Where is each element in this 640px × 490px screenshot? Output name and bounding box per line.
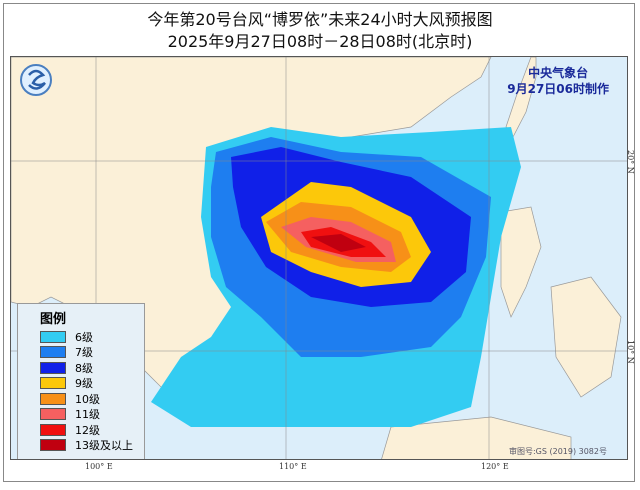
legend-item: 7级 [40,345,144,361]
legend-item: 9级 [40,376,144,392]
lon-tick-100: 100° E [85,462,113,471]
legend-label: 13级及以上 [75,439,133,453]
legend-label: 7级 [75,346,93,360]
agency-label: 中央气象台 9月27日06时制作 [507,65,609,97]
map-subtitle: 2025年9月27日08时－28日08时(北京时) [167,32,473,51]
wind-forecast-map: 中央气象台 9月27日06时制作 图例 6级 7级 8级 9级 10级 11级 12级 13级… [10,56,628,460]
issue-time: 9月27日06时制作 [507,82,609,96]
legend-label: 6级 [75,330,93,344]
legend-label: 12级 [75,423,100,437]
legend-swatch [40,439,66,452]
legend-item: 10级 [40,391,144,407]
map-graphics [11,57,627,459]
agency-name: 中央气象台 [528,66,589,80]
wind-zones [151,127,521,427]
legend-swatch [40,408,66,421]
legend-swatch [40,392,66,405]
cma-logo [19,63,53,97]
legend-label: 8级 [75,361,93,375]
legend-label: 11级 [75,408,100,422]
map-title: 今年第20号台风“博罗依”未来24小时大风预报图 [147,10,493,29]
legend-swatch [40,361,66,374]
legend-label: 9级 [75,377,93,391]
legend-title: 图例 [40,312,67,327]
zone-13 [311,234,366,252]
legend-item: 8级 [40,360,144,376]
legend-swatch [40,346,66,359]
lat-tick-20: 20° N [626,150,635,174]
lon-tick-120: 120° E [481,462,509,471]
legend-item: 12级 [40,422,144,438]
legend-swatch [40,330,66,343]
legend-swatch [40,423,66,436]
figure-frame [3,3,635,482]
legend-swatch [40,377,66,390]
legend-label: 10级 [75,392,100,406]
legend-item: 6级 [40,329,144,345]
legend-item: 13级及以上 [40,438,144,454]
legend-item: 11级 [40,407,144,423]
lat-tick-10: 10° N [626,340,635,364]
map-approval-number: 审图号:GS (2019) 3082号 [508,447,607,456]
lon-tick-110: 110° E [279,462,307,471]
legend: 图例 6级 7级 8级 9级 10级 11级 12级 13级及以上 [17,303,145,459]
